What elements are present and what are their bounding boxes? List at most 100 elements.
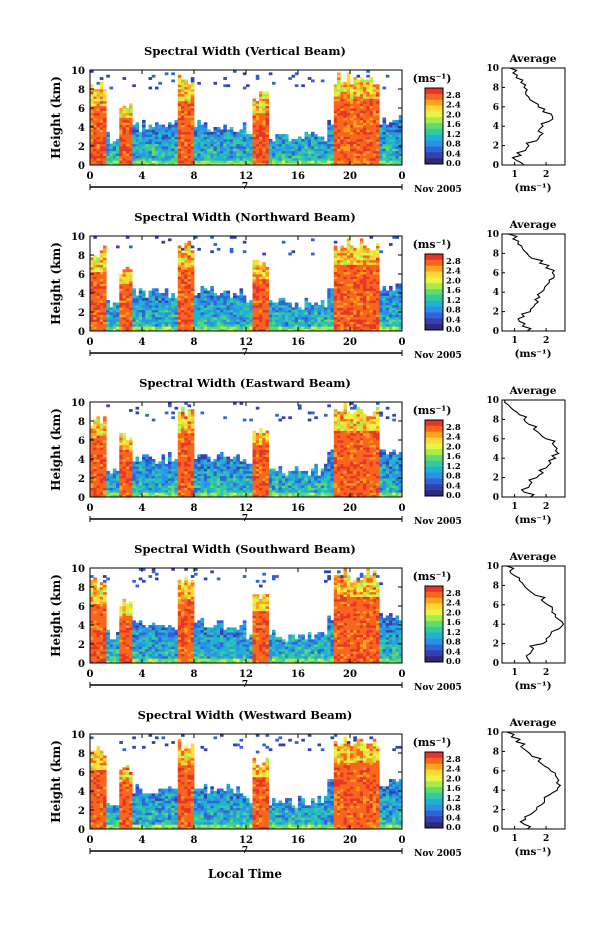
heatmap-cell <box>99 138 104 142</box>
heatmap-cell <box>340 328 344 332</box>
heatmap-cell <box>252 160 257 164</box>
heatmap-cell <box>145 134 149 137</box>
heatmap-cell <box>288 309 292 313</box>
heatmap-cell <box>90 468 94 472</box>
heatmap-cell <box>184 473 188 477</box>
heatmap-cell <box>385 143 390 147</box>
heatmap-cell <box>177 470 182 474</box>
colorbar-tick-label: 0.4 <box>446 149 461 159</box>
heatmap-cell <box>220 136 224 140</box>
heatmap-cell <box>226 319 231 322</box>
heatmap-cell <box>376 293 380 296</box>
heatmap-cell <box>148 146 153 149</box>
heatmap-cell <box>389 124 393 128</box>
heatmap-cell <box>213 312 218 315</box>
heatmap-cell <box>96 482 101 486</box>
heatmap-cell <box>359 252 364 256</box>
heatmap-cell <box>220 162 224 166</box>
heatmap-cell <box>233 131 237 135</box>
heatmap-cell <box>158 141 162 145</box>
heatmap-cell <box>138 473 143 477</box>
heatmap-cell <box>177 437 182 441</box>
colorbar-swatch <box>425 111 443 118</box>
colorbar-swatch <box>425 283 443 290</box>
heatmap-cell <box>262 309 266 313</box>
heatmap-cell <box>96 312 101 315</box>
heatmap-cell <box>90 129 94 133</box>
heatmap-cell <box>372 252 377 256</box>
heatmap-cell <box>181 480 185 484</box>
heatmap-cell <box>252 122 257 126</box>
heatmap-cell <box>158 297 162 301</box>
heatmap-cell <box>372 124 377 128</box>
heatmap-cell <box>177 323 182 327</box>
heatmap-cell <box>294 153 299 156</box>
heatmap-cell <box>294 160 299 164</box>
heatmap-cell <box>262 108 266 111</box>
heatmap-cell <box>324 326 328 330</box>
heatmap-cell <box>236 134 240 137</box>
heatmap-cell <box>333 129 338 133</box>
heatmap-cell <box>330 297 335 301</box>
heatmap-cell <box>103 269 107 273</box>
heatmap-cell <box>93 437 97 441</box>
heatmap-cell <box>148 319 153 322</box>
heatmap-cell <box>155 160 159 164</box>
heatmap-cell <box>382 157 387 161</box>
heatmap-cell <box>356 302 361 306</box>
heatmap-cell <box>314 314 318 318</box>
heatmap-cell <box>346 247 351 251</box>
heatmap-cell <box>398 157 403 161</box>
heatmap-cell <box>346 81 351 85</box>
heatmap-cell <box>125 124 130 128</box>
heatmap-cell <box>320 150 325 154</box>
heatmap-cell <box>187 112 192 116</box>
heatmap-cell <box>363 143 367 147</box>
heatmap-cell <box>350 150 354 154</box>
heatmap-cell <box>340 285 344 289</box>
heatmap-cell <box>112 485 117 488</box>
heatmap-cell <box>184 247 188 251</box>
heatmap-cell <box>324 314 328 318</box>
heatmap-cell <box>112 328 117 332</box>
heatmap-cell <box>181 466 185 469</box>
heatmap-cell <box>350 264 354 268</box>
heatmap-cell <box>181 463 185 467</box>
heatmap-cell <box>265 304 270 308</box>
heatmap-cell <box>106 312 110 315</box>
heatmap-cell <box>119 304 123 308</box>
heatmap-cell <box>246 162 250 166</box>
heatmap-cell <box>223 138 227 142</box>
colorbar-swatch <box>425 306 443 313</box>
heatmap-cell <box>359 285 364 289</box>
heatmap-cell <box>372 304 377 308</box>
heatmap-cell <box>398 285 403 289</box>
heatmap-cell <box>171 131 175 135</box>
heatmap-cell <box>158 482 162 486</box>
heatmap-cell <box>174 461 179 465</box>
heatmap-cell <box>356 105 361 109</box>
heatmap-cell <box>103 155 107 159</box>
heatmap-cell <box>379 155 383 159</box>
heatmap-cell <box>398 141 403 145</box>
heatmap-cell <box>372 293 377 296</box>
heatmap-cell <box>372 160 377 164</box>
heatmap-cell <box>190 162 195 166</box>
heatmap-cell <box>229 309 234 313</box>
heatmap-cell <box>99 264 104 268</box>
heatmap-cell <box>346 119 351 123</box>
heatmap-cell <box>262 91 266 95</box>
heatmap-cell <box>333 290 338 294</box>
heatmap-cell <box>398 295 403 299</box>
heatmap-cell <box>177 494 182 498</box>
heatmap-cell <box>155 124 159 128</box>
heatmap-cell <box>106 304 110 308</box>
heatmap-cell <box>398 323 403 327</box>
heatmap-cell <box>337 307 341 311</box>
heatmap-cell <box>184 440 188 443</box>
heatmap-cell <box>346 131 351 135</box>
heatmap-cell <box>187 269 192 273</box>
heatmap-cell <box>122 134 127 137</box>
heatmap-cell <box>93 480 97 484</box>
heatmap-cell <box>330 307 335 311</box>
